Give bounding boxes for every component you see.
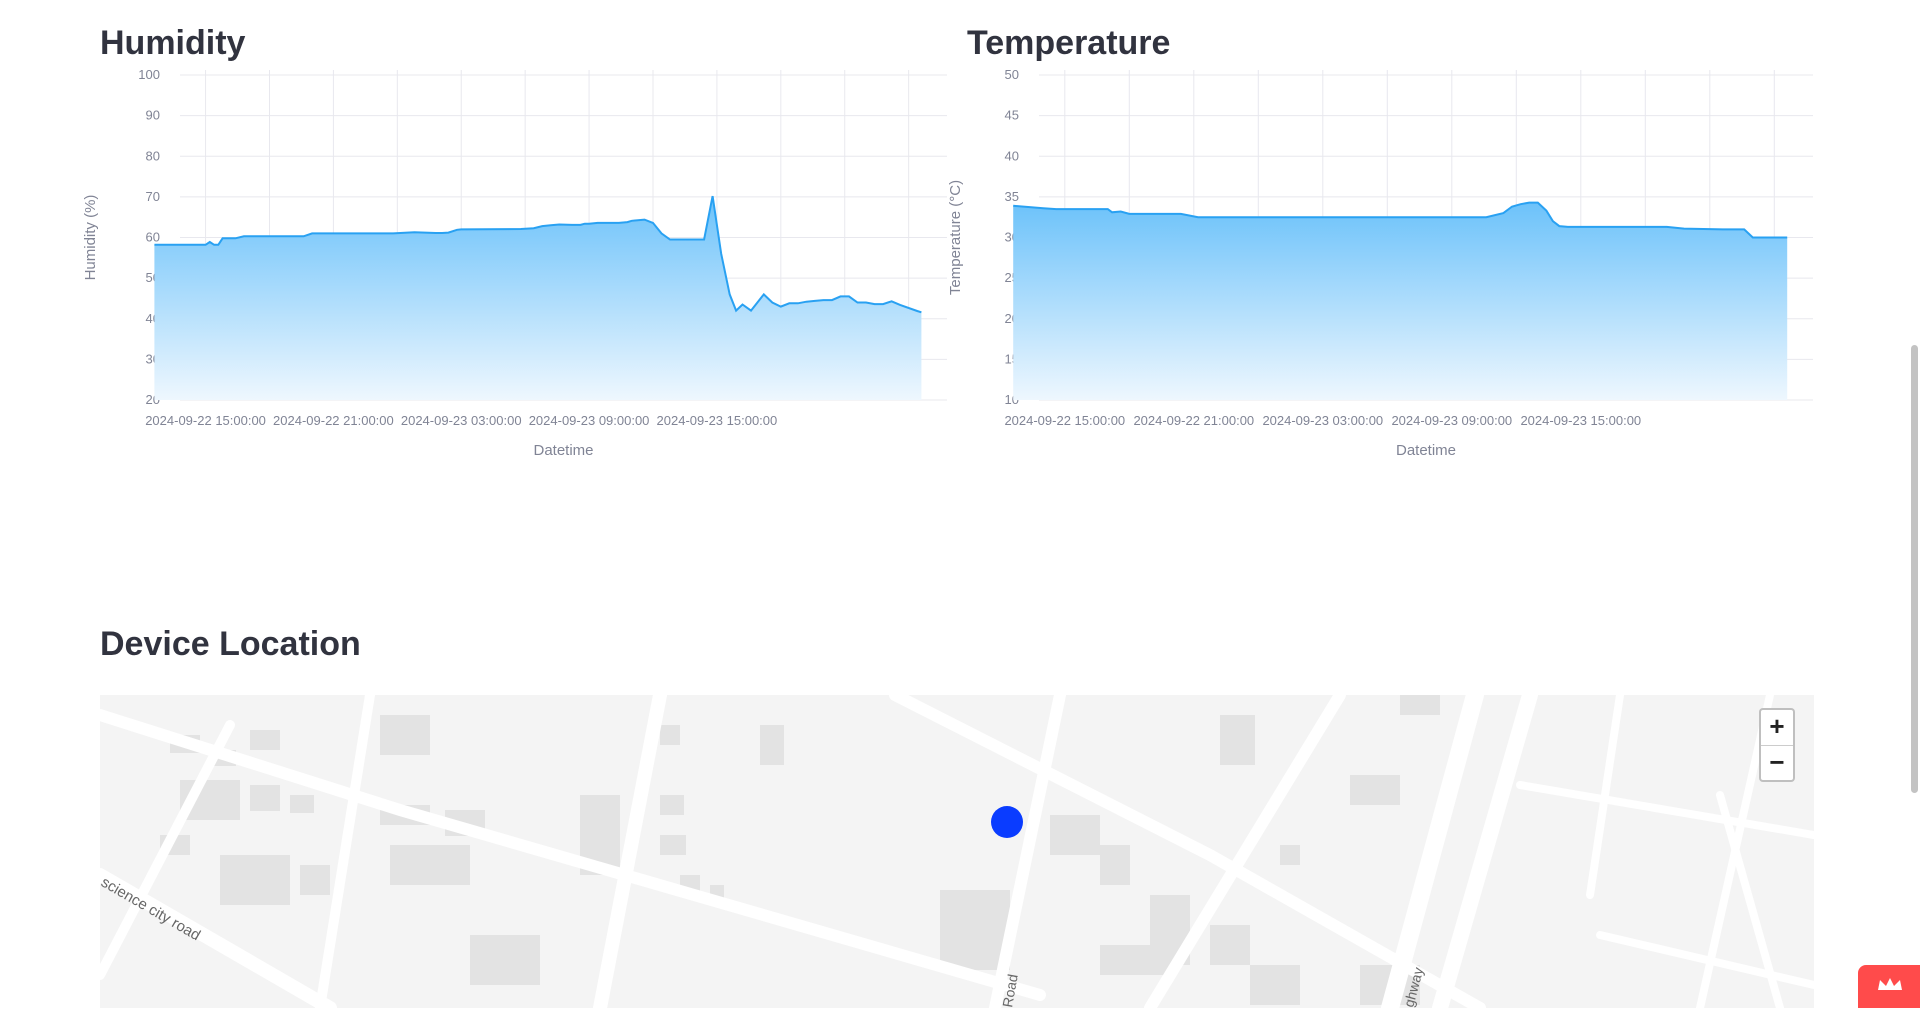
y-tick-label: 35 — [1005, 189, 1019, 204]
map-buildings — [160, 695, 1440, 1005]
x-tick-label: 2024-09-23 09:00:00 — [1391, 413, 1512, 428]
x-tick-label: 2024-09-22 21:00:00 — [273, 413, 394, 428]
temperature-title: Temperature — [967, 24, 1171, 62]
y-tick-label: 50 — [1005, 70, 1019, 82]
y-tick-label: 90 — [146, 108, 160, 123]
y-tick-label: 100 — [138, 70, 160, 82]
zoom-out-button[interactable]: − — [1769, 747, 1785, 777]
y-tick-label: 80 — [146, 148, 160, 163]
map-label-road: Road — [999, 973, 1021, 1008]
series-line — [154, 195, 922, 314]
device-location-marker[interactable] — [991, 806, 1023, 838]
x-tick-label: 2024-09-23 09:00:00 — [529, 413, 650, 428]
series-line — [1013, 201, 1788, 239]
y-axis-title: Humidity (%) — [82, 195, 99, 281]
device-location-title: Device Location — [100, 625, 361, 663]
zoom-in-button[interactable]: + — [1761, 710, 1793, 746]
series-area — [154, 196, 922, 400]
x-tick-label: 2024-09-22 15:00:00 — [145, 413, 266, 428]
map-roads — [100, 695, 1814, 1008]
map-zoom-control: + − — [1759, 708, 1795, 782]
x-axis-title: Datetime — [1396, 442, 1456, 459]
y-tick-label: 70 — [146, 189, 160, 204]
series-area — [1013, 202, 1788, 400]
x-tick-label: 2024-09-23 15:00:00 — [657, 413, 778, 428]
y-axis-title: Temperature (°C) — [947, 180, 964, 295]
y-tick-label: 40 — [1005, 148, 1019, 163]
x-tick-label: 2024-09-22 15:00:00 — [1004, 413, 1125, 428]
x-axis-title: Datetime — [533, 442, 593, 459]
x-tick-label: 2024-09-23 15:00:00 — [1520, 413, 1641, 428]
page-scrollbar[interactable] — [1911, 345, 1918, 793]
x-tick-label: 2024-09-23 03:00:00 — [1262, 413, 1383, 428]
map-tiles: science city road Road ghway — [100, 695, 1814, 1008]
streamlit-badge[interactable] — [1858, 965, 1920, 1008]
y-tick-label: 45 — [1005, 108, 1019, 123]
crown-icon — [1878, 978, 1902, 990]
x-tick-label: 2024-09-22 21:00:00 — [1133, 413, 1254, 428]
y-tick-label: 60 — [146, 230, 160, 245]
device-location-map[interactable]: science city road Road ghway — [100, 695, 1814, 1008]
humidity-title: Humidity — [100, 24, 246, 62]
x-tick-label: 2024-09-23 03:00:00 — [401, 413, 522, 428]
